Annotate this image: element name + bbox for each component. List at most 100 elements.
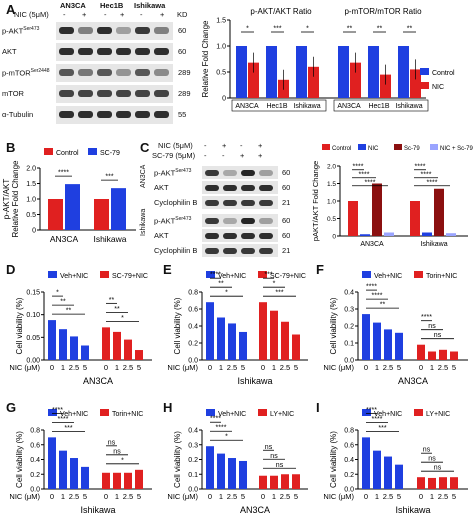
sig-label: ** [380, 302, 386, 309]
x-tick-label: 5 [241, 492, 245, 501]
legend-label: Veh+NIC [374, 273, 402, 280]
bar-sc79 [111, 188, 126, 230]
y-tick-label: 0 [222, 96, 226, 103]
y-tick-label: 0.2 [344, 324, 354, 331]
sig-label: **** [359, 171, 370, 178]
blot-row-label-text: mTOR [2, 89, 24, 98]
blot-band [97, 90, 112, 97]
x-tick-label: 1 [115, 492, 119, 501]
blot-row-label-text: AKT [154, 231, 169, 240]
blot-band [154, 69, 169, 76]
bar-control [48, 199, 63, 230]
bar [239, 460, 247, 489]
blot-band [154, 90, 169, 97]
bar [259, 475, 267, 489]
bar [410, 201, 420, 236]
blot-band [135, 27, 150, 34]
legend-label: Torin+NIC [426, 273, 457, 280]
sig-label: **** [372, 293, 383, 300]
blot-row-label-text: p-AKT [154, 168, 176, 178]
x-axis-label: NIC (μM) [9, 363, 40, 372]
x-tick-label: Ishikawa [420, 241, 447, 248]
blot-band [154, 27, 169, 34]
x-tick-label: 0 [364, 492, 368, 501]
sig-label: * [121, 315, 124, 322]
sig-label: ns [423, 447, 431, 454]
blot-row-label-text: AKT [2, 47, 17, 56]
bar [270, 310, 278, 360]
bar [373, 322, 381, 360]
legend-swatch [430, 144, 438, 150]
blot-row-label-text: α-Tubulin [2, 110, 34, 119]
bar [102, 472, 110, 489]
legend-label: SC-79+NIC [112, 273, 148, 280]
sig-label: * [306, 26, 309, 33]
y-tick-label: 0 [32, 228, 36, 235]
legend-swatch [100, 271, 109, 278]
legend-swatch [322, 144, 330, 150]
legend-label: Control [432, 70, 455, 77]
x-tick-label: 1 [272, 363, 276, 372]
blot-a-strip [56, 43, 173, 61]
legend-label: NIC [368, 146, 379, 152]
legend-label: Veh+NIC [374, 411, 402, 418]
bar [281, 474, 289, 489]
sig-label: *** [64, 425, 72, 432]
blot-a-sign: + [120, 10, 125, 19]
y-axis-label: Cell viability (%) [173, 431, 182, 488]
y-tick-label: 2.0 [327, 164, 336, 171]
blot-c-kd: 60 [282, 216, 291, 225]
x-tick-label: 0 [50, 363, 54, 372]
blot-row-label-text: Cyclophilin B [154, 198, 198, 207]
y-tick-label: 0.1 [188, 472, 198, 479]
blot-a-row-label: mTOR [2, 89, 24, 98]
panel-label-i: I [316, 400, 320, 415]
x-tick-label: 2.5 [69, 363, 79, 372]
bar [217, 453, 225, 489]
bar [217, 317, 225, 360]
western-blot-a: NIC (5μM) AN3CA Hec1B Ishikawa KD - + - … [0, 0, 200, 135]
blot-band [241, 200, 255, 206]
bar [372, 183, 382, 236]
y-tick-label: 0.2 [30, 472, 40, 479]
blot-band [223, 170, 237, 176]
x-tick-label: 0 [364, 363, 368, 372]
group-box [333, 99, 429, 112]
bar [428, 477, 436, 489]
blot-a-strip [56, 64, 173, 82]
blot-band [135, 69, 150, 76]
legend-label: NIC [432, 84, 444, 91]
y-tick-label: 0.00 [26, 358, 40, 365]
blot-band [205, 233, 219, 239]
panel-label-f: F [316, 262, 324, 277]
blot-c-treatment-nic: NIC (5μM) [158, 141, 193, 150]
group-label: AN3CA [83, 376, 113, 386]
bar [81, 466, 89, 489]
y-axis-label: Cell viability (%) [15, 297, 24, 354]
bar-nic [410, 69, 421, 98]
x-axis-label: NIC (μM) [9, 492, 40, 501]
blot-a-kd: 289 [178, 89, 191, 98]
bar [434, 188, 444, 236]
sig-label: **** [210, 272, 221, 279]
group-label: Ishikawa [237, 376, 272, 386]
x-tick-label: AN3CA [235, 103, 259, 110]
chart-b: 0 0.5 1.0 1.5 2.0 p-AKT/AKT Relative Fold Chan… [2, 148, 136, 244]
bar-control [94, 199, 109, 230]
sig-label: * [273, 281, 276, 288]
bar [206, 446, 214, 489]
blot-a-strip [56, 22, 173, 40]
legend-label: Veh+NIC [60, 411, 88, 418]
legend-swatch [414, 409, 423, 416]
x-tick-label: 0 [208, 492, 212, 501]
sig-label: **** [216, 425, 227, 432]
bar-nic [380, 74, 391, 98]
blot-a-sign: + [82, 10, 87, 19]
legend-label: SC-79 [100, 150, 120, 157]
blot-row-label-text: p-mTOR [2, 68, 31, 78]
blot-band [135, 48, 150, 55]
blot-row-label-sup: Ser473 [175, 216, 192, 222]
legend-label: Veh+NIC [60, 273, 88, 280]
y-tick-label: 0.2 [188, 341, 198, 348]
panel-label-h: H [163, 400, 173, 415]
